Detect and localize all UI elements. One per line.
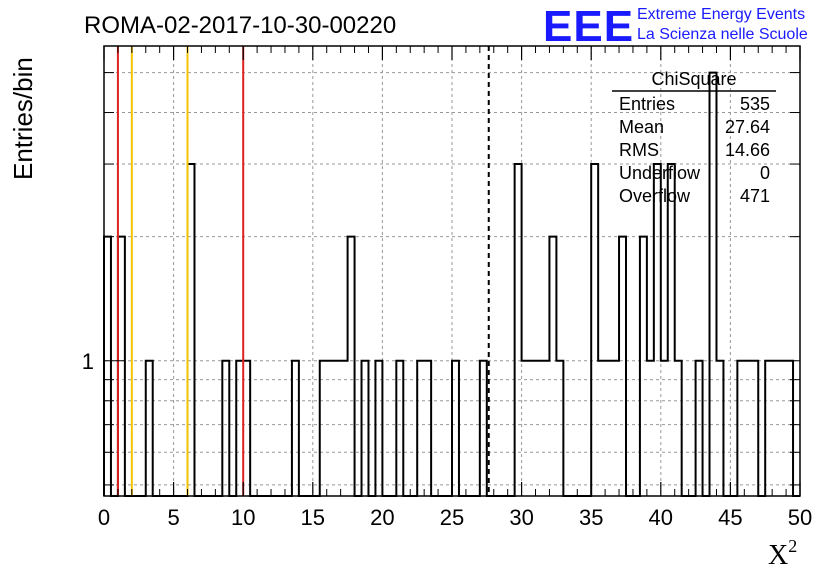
stats-rows: Entries 535 Mean 27.64 RMS 14.66 Underflow 0 Ove…: [619, 94, 770, 206]
x-tick-label: 30: [509, 505, 533, 530]
histogram-bin: [529, 361, 536, 496]
histogram-bin: [654, 164, 661, 496]
stats-title: ChiSquare: [651, 69, 736, 89]
histogram-bin: [104, 237, 111, 496]
stats-row-label: Entries: [619, 94, 675, 114]
chart-title: ROMA-02-2017-10-30-00220: [84, 12, 396, 39]
histogram-bin: [647, 361, 654, 496]
stats-box: ChiSquare Entries 535 Mean 27.64 RMS 14.66 Und…: [612, 69, 776, 206]
histogram-bin: [716, 361, 723, 496]
x-tick-label: 20: [370, 505, 394, 530]
histogram-bin: [668, 164, 675, 496]
histogram-bin: [118, 237, 125, 496]
histogram-bin: [536, 361, 543, 496]
x-tick-label: 35: [579, 505, 603, 530]
logo-letters: EEE: [543, 2, 634, 51]
stats-row-label: Mean: [619, 117, 664, 137]
histogram-bin: [396, 361, 403, 496]
histogram-bin: [417, 361, 424, 496]
histogram-bin: [236, 361, 243, 496]
histogram-bin: [556, 361, 563, 496]
histogram-bin: [334, 361, 341, 496]
stats-row-label: Overflow: [619, 186, 691, 206]
y-axis-label: Entries/bin: [8, 57, 38, 180]
x-tick-label: 15: [301, 505, 325, 530]
x-tick-label: 10: [231, 505, 255, 530]
histogram-bin: [188, 164, 195, 496]
histogram-bin: [696, 361, 703, 496]
x-axis-label-main: X: [768, 540, 788, 571]
x-tick-label: 0: [98, 505, 110, 530]
histogram-bin: [542, 361, 549, 496]
histogram-bin: [751, 361, 758, 496]
stats-row-value: 27.64: [725, 117, 770, 137]
histogram-bin: [786, 361, 793, 496]
histogram-bin: [320, 361, 327, 496]
histogram-bin: [598, 361, 605, 496]
eee-logo: EEE Extreme Energy Events La Scienza nel…: [543, 2, 808, 51]
histogram-bin: [452, 361, 459, 496]
stats-row-label: RMS: [619, 140, 659, 160]
histogram-bin: [292, 361, 299, 496]
x-axis-label: X2: [768, 536, 797, 571]
histogram-bin: [348, 237, 355, 496]
histogram-bin: [612, 361, 619, 496]
histogram-bin: [522, 361, 529, 496]
x-axis-label-superscript: 2: [788, 536, 797, 556]
histogram-bin: [605, 361, 612, 496]
stats-row-value: 535: [740, 94, 770, 114]
histogram-bin: [710, 73, 717, 496]
histogram-bin: [515, 164, 522, 496]
histogram-bin: [341, 361, 348, 496]
x-tick-label: 40: [649, 505, 673, 530]
stats-row-value: 0: [760, 163, 770, 183]
logo-line1: Extreme Energy Events: [637, 6, 805, 23]
histogram-bin: [424, 361, 431, 496]
histogram-bin: [779, 361, 786, 496]
y-tick-label: 1: [82, 349, 94, 374]
histogram-bin: [480, 361, 487, 496]
axis-ticks: 0 5 10 15 20 25 30 35 40 45 50 1: [82, 46, 812, 530]
histogram-bin: [243, 361, 250, 496]
histogram-bin: [362, 361, 369, 496]
logo-line2: La Scienza nelle Scuole: [637, 26, 808, 43]
stats-row-label: Underflow: [619, 163, 701, 183]
reference-lines: [116, 46, 490, 496]
histogram-bin: [675, 361, 682, 496]
x-tick-label: 25: [440, 505, 464, 530]
x-tick-label: 5: [167, 505, 179, 530]
histogram-bin: [772, 361, 779, 496]
stats-row-value: 14.66: [725, 140, 770, 160]
histogram-bin: [549, 237, 556, 496]
histogram-bin: [375, 361, 382, 496]
x-tick-label: 45: [718, 505, 742, 530]
histogram-bin: [222, 361, 229, 496]
histogram-bin: [146, 361, 153, 496]
stats-row-value: 471: [740, 186, 770, 206]
x-tick-label: 50: [788, 505, 812, 530]
histogram-bin: [765, 361, 772, 496]
histogram-bin: [744, 361, 751, 496]
histogram-bin: [327, 361, 334, 496]
histogram-bin: [661, 361, 668, 496]
histogram-bin: [640, 237, 647, 496]
histogram-bin: [591, 164, 598, 496]
histogram-bin: [619, 237, 626, 496]
histogram-bin: [737, 361, 744, 496]
